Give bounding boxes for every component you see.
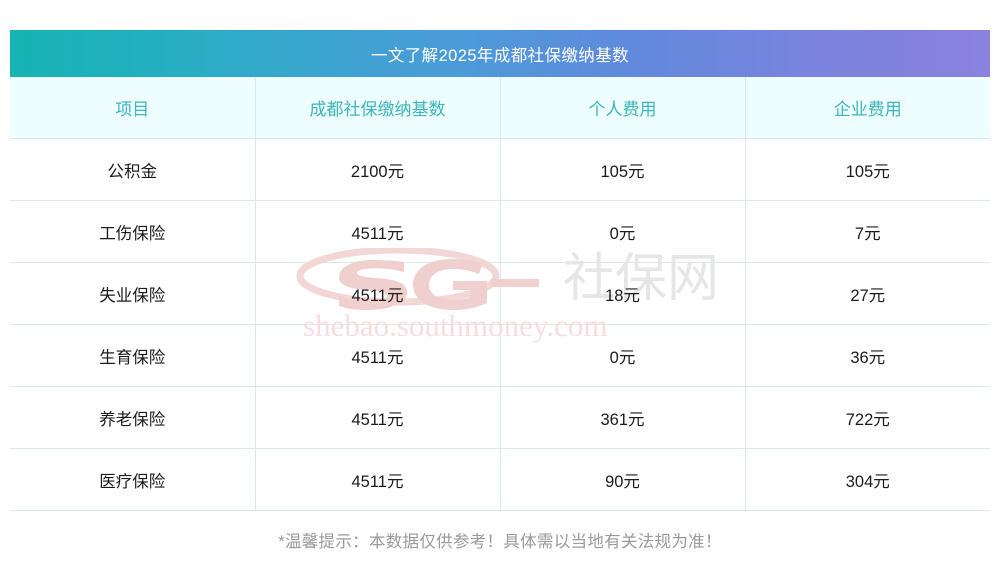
cell-item: 医疗保险 [10, 448, 256, 511]
cell-personal: 361元 [500, 386, 746, 449]
cell-text: 4511元 [351, 348, 404, 367]
cell-personal: 0元 [500, 200, 746, 263]
cell-enterprise: 7元 [745, 200, 990, 263]
cell-text: 4511元 [351, 410, 404, 429]
cell-item: 工伤保险 [10, 200, 256, 263]
cell-personal: 90元 [500, 448, 746, 511]
table-row: 养老保险 4511元 361元 722元 [10, 386, 990, 449]
cell-text: 36元 [850, 348, 886, 367]
cell-text: 0元 [609, 348, 636, 367]
cell-text: 0元 [609, 224, 636, 243]
table-row: 公积金 2100元 105元 105元 [10, 138, 990, 201]
cell-text: 生育保险 [99, 348, 166, 367]
cell-text: 90元 [605, 472, 640, 491]
column-header-base: 成都社保缴纳基数 [255, 77, 501, 139]
cell-personal: 105元 [500, 138, 746, 201]
cell-base: 4511元 [255, 200, 501, 263]
cell-base: 4511元 [255, 262, 501, 325]
table-row: 失业保险 4511元 18元 27元 [10, 262, 990, 325]
cell-text: 361元 [600, 410, 645, 429]
cell-base: 2100元 [255, 138, 501, 201]
cell-base: 4511元 [255, 386, 501, 449]
cell-item: 养老保险 [10, 386, 256, 449]
column-header-item: 项目 [10, 77, 256, 139]
cell-enterprise: 304元 [745, 448, 990, 511]
footer-disclaimer: *温馨提示：本数据仅供参考！具体需以当地有关法规为准！ [278, 533, 722, 551]
sheet-container: 一文了解2025年成都社保缴纳基数 项目 成都社保缴纳基数 个人费用 企业费用 … [10, 30, 990, 511]
cell-text: 4511元 [351, 224, 404, 243]
cell-text: 失业保险 [99, 286, 166, 305]
social-insurance-table: 一文了解2025年成都社保缴纳基数 项目 成都社保缴纳基数 个人费用 企业费用 … [10, 30, 990, 511]
cell-text: 养老保险 [99, 410, 166, 429]
table-title-row: 一文了解2025年成都社保缴纳基数 [10, 30, 990, 77]
cell-text: 105元 [845, 162, 890, 181]
table-title: 一文了解2025年成都社保缴纳基数 [10, 30, 990, 77]
cell-text: 4511元 [351, 286, 404, 305]
cell-item: 生育保险 [10, 324, 256, 387]
cell-item: 公积金 [10, 138, 256, 201]
column-header-enterprise: 企业费用 [745, 77, 990, 139]
cell-enterprise: 27元 [745, 262, 990, 325]
cell-text: 304元 [845, 472, 890, 491]
table-header-row: 项目 成都社保缴纳基数 个人费用 企业费用 [10, 77, 990, 139]
cell-base: 4511元 [255, 448, 501, 511]
table-row: 医疗保险 4511元 90元 304元 [10, 448, 990, 511]
cell-text: 4511元 [351, 472, 404, 491]
cell-enterprise: 36元 [745, 324, 990, 387]
cell-text: 2100元 [350, 162, 405, 181]
cell-text: 医疗保险 [99, 472, 166, 491]
cell-text: 工伤保险 [99, 224, 166, 243]
cell-item: 失业保险 [10, 262, 256, 325]
column-header-personal: 个人费用 [500, 77, 746, 139]
cell-text: 27元 [850, 286, 886, 305]
cell-personal: 18元 [500, 262, 746, 325]
cell-personal: 0元 [500, 324, 746, 387]
cell-text: 7元 [854, 224, 881, 243]
table-row: 生育保险 4511元 0元 36元 [10, 324, 990, 387]
cell-enterprise: 722元 [745, 386, 990, 449]
cell-enterprise: 105元 [745, 138, 990, 201]
cell-text: 105元 [600, 162, 645, 181]
cell-text: 18元 [605, 286, 640, 305]
cell-text: 公积金 [107, 162, 158, 181]
cell-text: 722元 [845, 410, 890, 429]
cell-base: 4511元 [255, 324, 501, 387]
table-row: 工伤保险 4511元 0元 7元 [10, 200, 990, 263]
